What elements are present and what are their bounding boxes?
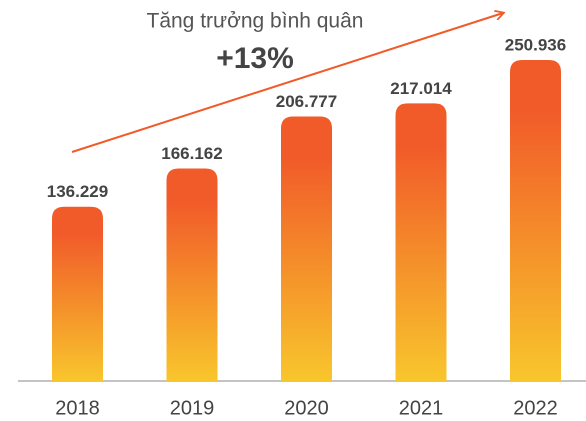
x-tick-label: 2021 — [399, 397, 444, 419]
value-label: 166.162 — [161, 144, 222, 163]
annotation: Tăng trưởng bình quân — [147, 10, 364, 33]
value-label: 136.229 — [47, 182, 108, 201]
value-label: 250.936 — [505, 35, 566, 54]
annotation: +13% — [216, 42, 294, 75]
value-label: 217.014 — [390, 79, 452, 98]
trend-arrow — [71, 13, 503, 153]
bar — [395, 103, 447, 382]
bar — [166, 168, 218, 381]
value-label: 206.777 — [276, 92, 337, 111]
x-tick-label: 2019 — [170, 397, 215, 419]
bar — [510, 60, 561, 381]
bar — [281, 116, 332, 382]
x-tick-label: 2022 — [513, 397, 558, 419]
x-tick-label: 2018 — [55, 397, 100, 419]
bar — [52, 206, 103, 381]
x-tick-label: 2020 — [284, 397, 329, 419]
